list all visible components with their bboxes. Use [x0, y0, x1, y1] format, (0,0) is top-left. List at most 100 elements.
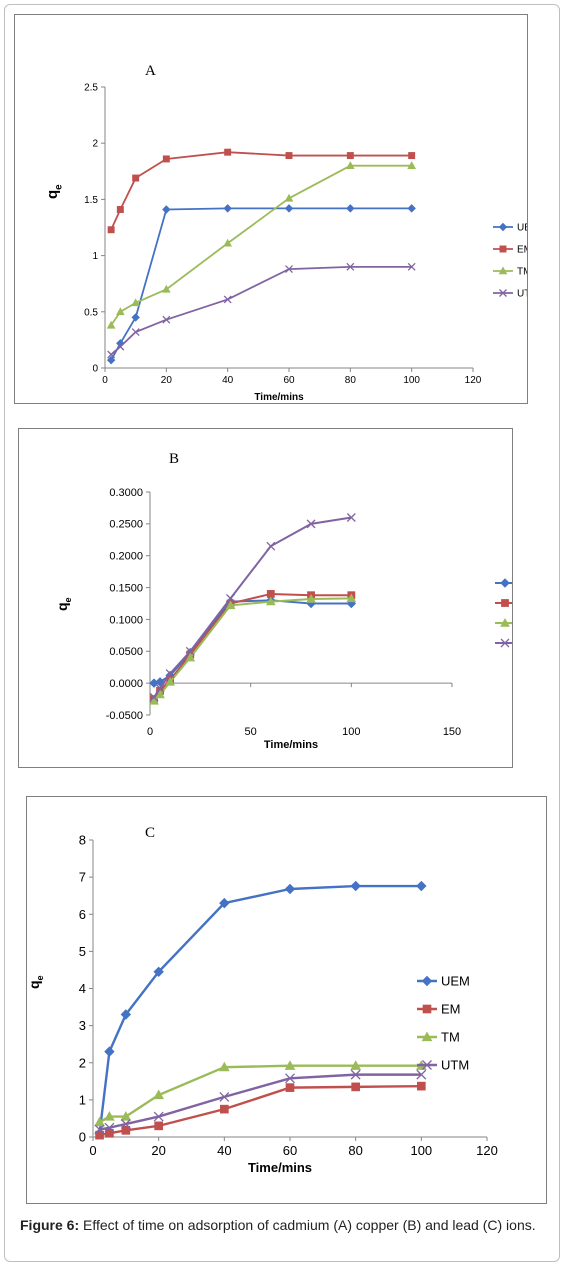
y-axis-title-main: q	[27, 980, 42, 989]
y-tick-label: 1	[92, 251, 98, 262]
data-point-em	[285, 152, 293, 160]
chart-plot-group: A 0 0.5 1 1.5 2 2.5 0 20 40 60 80 100 120 Time/mins qe U…	[44, 63, 527, 403]
data-point-tm	[345, 161, 355, 169]
data-point-em	[346, 152, 354, 160]
y-tick-label: 0.1000	[109, 614, 143, 626]
data-point-tm	[350, 1060, 362, 1070]
x-tick-label: 0	[89, 1143, 96, 1158]
data-point-utm	[285, 1073, 295, 1084]
chart-b-svg: B -0.0500 0.0000 0.0500 0.1000 0.1500 0.2000 0.…	[54, 451, 512, 751]
x-tick-label: 0	[102, 375, 108, 386]
series-line-uem	[153, 599, 352, 685]
y-tick-label: 0.0500	[109, 646, 143, 658]
data-point-uem	[120, 1009, 132, 1020]
data-point-utm	[219, 1091, 230, 1102]
x-axis-title: Time/mins	[264, 739, 318, 751]
legend-marker-em	[499, 245, 507, 253]
y-tick-label: 0.1500	[109, 582, 143, 594]
legend-marker-em	[422, 1004, 432, 1014]
data-point-tm	[115, 307, 125, 316]
series-line-utm	[99, 1073, 422, 1131]
series-line-em	[99, 1084, 422, 1137]
data-point-em	[408, 152, 416, 160]
x-tick-label: 50	[245, 726, 257, 738]
data-point-em	[121, 1125, 131, 1135]
data-point-tm	[284, 1060, 296, 1070]
figure-caption: Figure 6: Effect of time on adsorption o…	[20, 1216, 550, 1235]
data-point-utm	[153, 1111, 164, 1122]
y-axis-title: qe	[54, 597, 73, 611]
y-axis-title-sub: e	[54, 184, 65, 190]
data-point-tm	[218, 1061, 230, 1072]
y-tick-label: 8	[79, 833, 86, 848]
data-point-utm	[104, 1122, 115, 1133]
y-tick-label: 0.5	[84, 307, 98, 318]
data-point-uem	[284, 204, 294, 213]
data-point-utm	[94, 1124, 105, 1135]
x-tick-label: 40	[222, 375, 234, 386]
data-point-tm	[94, 1116, 105, 1127]
data-point-em	[351, 1082, 360, 1092]
caption-label: Figure 6:	[20, 1217, 80, 1233]
x-tick-label: 150	[443, 726, 461, 738]
x-tick-label: 20	[161, 375, 173, 386]
data-point-utm	[162, 315, 171, 324]
figure-frame	[4, 4, 560, 1262]
data-point-uem	[106, 355, 116, 365]
data-point-uem	[153, 966, 164, 978]
data-point-utm	[346, 513, 356, 522]
data-point-em	[95, 1130, 104, 1140]
data-point-uem	[284, 883, 296, 895]
y-axis-title-main: q	[54, 602, 70, 611]
series-line-tm	[153, 597, 352, 702]
x-tick-label: 60	[283, 1143, 297, 1158]
y-axis-title-sub: e	[35, 975, 45, 980]
data-point-tm	[106, 320, 116, 329]
series-line-tm	[110, 164, 412, 326]
y-axis-title-main: q	[44, 190, 61, 199]
series-line-em	[110, 151, 412, 231]
x-axis-title: Time/mins	[248, 1160, 312, 1175]
data-point-tm	[284, 193, 294, 202]
data-point-utm	[416, 1069, 427, 1080]
x-axis-title: Time/mins	[254, 392, 304, 403]
x-tick-label: 0	[147, 726, 153, 738]
data-point-tm	[155, 689, 165, 699]
x-tick-label: 20	[151, 1143, 165, 1158]
data-point-em	[417, 1081, 426, 1091]
data-point-tm	[185, 652, 196, 662]
data-point-em	[154, 1121, 163, 1131]
y-tick-label: 6	[79, 907, 86, 922]
data-point-utm	[226, 593, 235, 603]
y-tick-label: 0.2000	[109, 551, 143, 563]
data-point-utm	[285, 265, 293, 274]
panel-label: C	[145, 825, 155, 841]
series-line-utm	[110, 265, 412, 356]
series-line-utm	[153, 516, 352, 698]
x-tick-label: 60	[283, 375, 295, 386]
data-point-uem	[407, 204, 416, 213]
panel-label: B	[169, 451, 179, 467]
data-point-utm	[116, 342, 125, 351]
data-point-tm	[153, 1089, 165, 1100]
legend-label-utm: UTM	[517, 289, 527, 300]
legend-label-uem: UEM	[441, 974, 470, 989]
data-point-tm	[346, 593, 357, 603]
chart-panel-c: C 0 1 2 3 4 5 6 7 8 0 20 40 60 80 100 120 Time/mins qe UEM E…	[26, 796, 547, 1204]
legend-marker-utm	[499, 289, 507, 297]
x-tick-label: 80	[345, 375, 357, 386]
y-tick-label: -0.0500	[106, 710, 143, 722]
data-point-utm	[185, 646, 195, 656]
y-tick-label: 3	[79, 1018, 86, 1033]
x-tick-label: 40	[217, 1143, 231, 1158]
data-point-utm	[223, 295, 232, 304]
data-point-utm	[165, 669, 175, 679]
legend-label-uem: UEM	[517, 223, 527, 234]
series-line-uem	[110, 207, 412, 361]
y-tick-label: 1.5	[84, 195, 98, 206]
legend-marker-tm	[498, 266, 508, 275]
data-point-tm	[407, 161, 417, 169]
y-tick-label: 4	[79, 981, 86, 996]
y-axis-title: qe	[44, 184, 65, 199]
